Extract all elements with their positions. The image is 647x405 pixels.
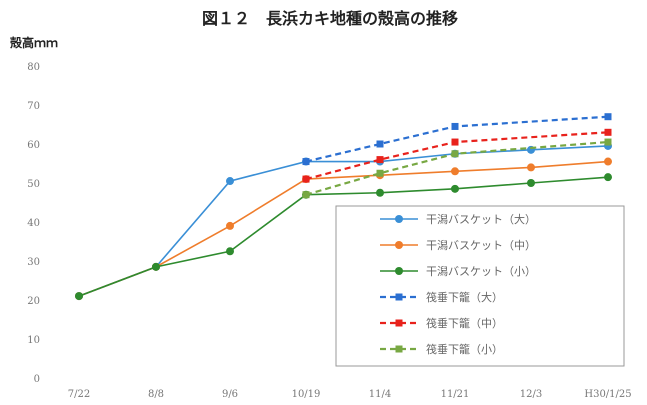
series-point [527, 179, 535, 187]
series-point [451, 167, 459, 176]
y-tick-label: 0 [34, 374, 40, 385]
y-tick-label: 60 [27, 140, 40, 151]
chart-title: 図１２ 長浜カキ地種の殻高の推移 [202, 9, 458, 28]
series-point [75, 292, 83, 301]
series-point [376, 156, 384, 164]
x-tick-label: 9/6 [222, 389, 238, 400]
x-tick-label: 12/3 [520, 389, 542, 400]
series-point [451, 122, 459, 130]
legend-label: 筏垂下籠（大） [426, 290, 503, 304]
series-point [451, 150, 459, 158]
series-point [376, 188, 384, 197]
y-tick-label: 40 [27, 218, 40, 229]
series-point [527, 163, 535, 172]
legend-marker [395, 241, 403, 249]
legend-label: 筏垂下籠（小） [426, 342, 503, 356]
x-tick-label: 8/8 [148, 389, 164, 400]
series-point [226, 221, 234, 230]
y-tick-group: 0 10 20 30 40 50 60 70 80 [27, 62, 40, 385]
legend-box [335, 205, 625, 367]
series-line-6 [305, 140, 609, 196]
series-point [302, 158, 310, 166]
legend-marker [395, 319, 403, 327]
series-line-4 [305, 115, 609, 163]
legend-label: 干潟バスケット（中） [426, 239, 536, 252]
x-tick-group: 7/22 8/8 9/6 10/19 11/4 11/21 12/3 H30/1/25 [68, 389, 632, 400]
y-tick-label: 80 [27, 62, 40, 73]
y-axis-label: 殻高ｍｍ [10, 35, 58, 50]
series-line-1 [78, 145, 609, 297]
y-tick-label: 70 [27, 101, 40, 112]
legend-label: 干潟バスケット（小） [426, 265, 536, 278]
series-point [451, 184, 459, 193]
series-point [226, 177, 234, 186]
series-point [376, 140, 384, 148]
x-tick-label: 7/22 [68, 389, 90, 400]
legend-marker [395, 215, 403, 223]
series-point [302, 175, 310, 183]
series-line-2 [78, 160, 609, 297]
series-point [604, 157, 612, 166]
x-tick-label: 10/19 [292, 389, 321, 400]
legend-marker [395, 345, 403, 353]
series-line-3 [78, 176, 609, 297]
legend: 干潟バスケット（大） 干潟バスケット（中） 干潟バスケット（小） 筏垂下籠（大） 筏垂下… [335, 205, 625, 367]
x-tick-label: 11/4 [369, 389, 391, 400]
series-point [604, 138, 612, 146]
y-tick-label: 50 [27, 179, 40, 190]
series-point [451, 138, 459, 146]
series-group [75, 113, 612, 301]
legend-marker [395, 267, 403, 275]
series-line-5 [305, 131, 609, 181]
series-point [376, 169, 384, 177]
y-tick-label: 20 [27, 296, 40, 307]
series-point [604, 128, 612, 136]
y-tick-label: 30 [27, 257, 40, 268]
x-tick-label: H30/1/25 [584, 389, 631, 400]
series-point [302, 191, 310, 199]
legend-label: 干潟バスケット（大） [426, 212, 536, 226]
legend-label: 筏垂下籠（中） [426, 316, 503, 330]
series-point [152, 262, 160, 271]
legend-marker [395, 293, 403, 301]
series-point [604, 113, 612, 121]
series-point [604, 173, 612, 182]
x-tick-label: 11/21 [441, 389, 470, 400]
y-tick-label: 10 [27, 335, 40, 346]
series-point [226, 247, 234, 256]
